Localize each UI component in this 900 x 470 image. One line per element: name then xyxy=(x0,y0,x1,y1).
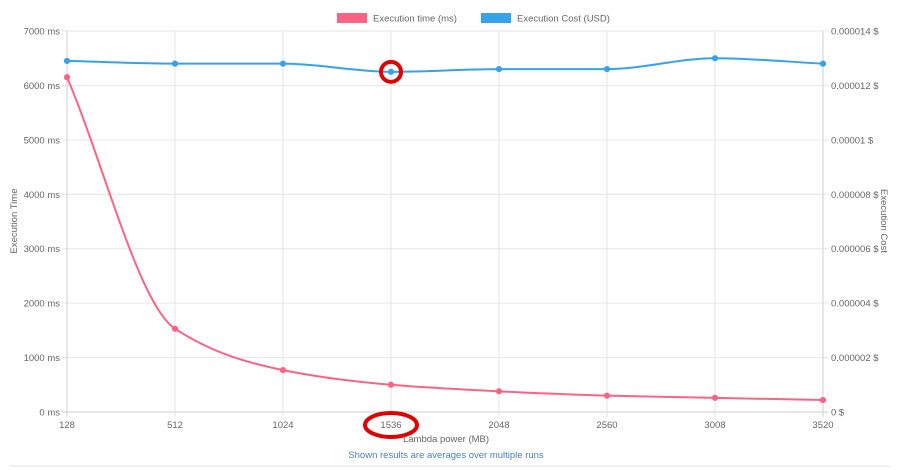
data-point-execution-cost[interactable] xyxy=(603,66,611,73)
x-tick-label: 512 xyxy=(167,420,183,431)
x-tick-label: 1536 xyxy=(380,420,401,431)
data-point-execution-time[interactable] xyxy=(819,396,827,404)
footnote: Shown results are averages over multiple… xyxy=(348,450,544,461)
chart-legend: Execution time (ms) Execution Cost (USD) xyxy=(337,13,610,25)
left-axis-ticks: 0 ms 1000 ms 2000 ms 3000 ms 4000 ms 5000 ms 6… xyxy=(24,27,61,419)
data-point-execution-time[interactable] xyxy=(387,381,395,388)
right-axis-ticks: 0 $ 0.000002 $ 0.000004 $ 0.000006 $ 0.00000… xyxy=(831,27,879,419)
x-tick-label: 2048 xyxy=(488,420,509,431)
data-point-execution-cost[interactable] xyxy=(63,57,71,65)
left-tick-label: 7000 ms xyxy=(24,27,61,38)
data-point-execution-cost[interactable] xyxy=(495,66,503,73)
right-tick-label: 0.00001 $ xyxy=(831,135,874,146)
data-point-execution-cost[interactable] xyxy=(171,60,179,67)
left-axis-title: Execution Time xyxy=(9,189,20,254)
right-tick-label: 0.000006 $ xyxy=(831,244,879,255)
data-point-execution-time[interactable] xyxy=(171,325,179,332)
chart-series xyxy=(63,55,827,404)
data-point-execution-time[interactable] xyxy=(711,394,719,401)
grid-lines xyxy=(62,30,828,417)
right-axis-title: Execution Cost xyxy=(878,189,889,253)
right-tick-label: 0.000008 $ xyxy=(831,190,879,201)
right-tick-label: 0.000014 $ xyxy=(831,27,879,38)
right-tick-label: 0.000004 $ xyxy=(831,299,879,310)
data-point-execution-time[interactable] xyxy=(63,74,71,81)
highlight-point-circle xyxy=(379,59,403,84)
highlight-x-label-ellipse xyxy=(363,411,419,439)
series-line-execution-time xyxy=(66,76,824,402)
highlight-markers xyxy=(363,59,419,439)
right-tick-label: 0.000012 $ xyxy=(831,81,879,92)
data-point-execution-cost[interactable] xyxy=(711,55,719,62)
x-tick-label: 1024 xyxy=(272,420,293,431)
right-tick-label: 0 $ xyxy=(831,408,845,419)
data-point-execution-cost[interactable] xyxy=(819,60,827,67)
left-tick-label: 2000 ms xyxy=(24,299,61,310)
legend-label[interactable]: Execution Cost (USD) xyxy=(517,14,610,25)
data-point-execution-cost[interactable] xyxy=(387,68,395,75)
x-tick-label: 3008 xyxy=(704,420,725,431)
data-point-execution-time[interactable] xyxy=(603,392,611,399)
left-tick-label: 1000 ms xyxy=(24,353,61,364)
left-tick-label: 3000 ms xyxy=(24,244,61,255)
data-point-execution-time[interactable] xyxy=(495,388,503,395)
left-tick-label: 4000 ms xyxy=(24,190,61,201)
series-line-execution-cost xyxy=(66,57,824,73)
x-tick-label: 128 xyxy=(59,420,75,431)
x-tick-label: 3520 xyxy=(812,420,833,431)
x-tick-label: 2560 xyxy=(596,420,617,431)
legend-swatch xyxy=(337,13,367,23)
left-tick-label: 0 ms xyxy=(39,408,60,419)
data-point-execution-time[interactable] xyxy=(279,366,287,374)
left-tick-label: 5000 ms xyxy=(24,135,61,146)
x-axis-title: Lambda power (MB) xyxy=(403,434,489,445)
legend-label[interactable]: Execution time (ms) xyxy=(373,14,457,25)
x-axis-ticks: 128 512 1024 1536 2048 2560 3008 3520 xyxy=(59,420,834,431)
right-tick-label: 0.000002 $ xyxy=(831,353,879,364)
legend-swatch xyxy=(481,13,511,23)
left-tick-label: 6000 ms xyxy=(24,81,61,92)
data-point-execution-cost[interactable] xyxy=(279,60,287,67)
